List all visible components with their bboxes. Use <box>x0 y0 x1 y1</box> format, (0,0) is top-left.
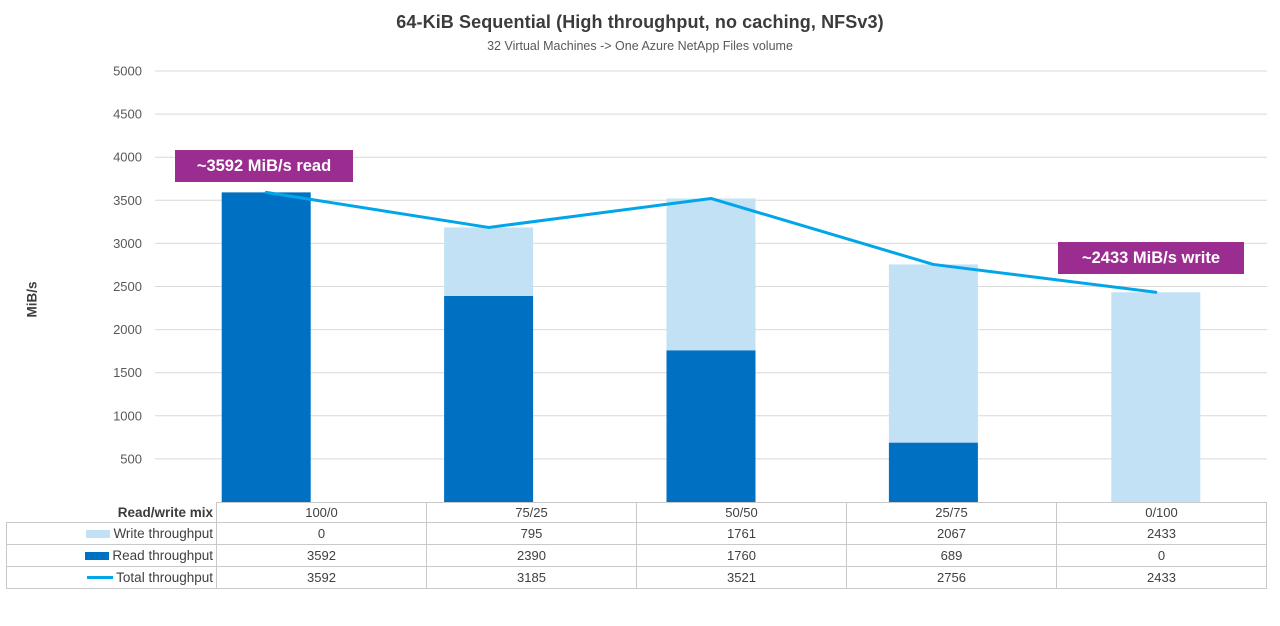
value-cell: 2433 <box>1056 566 1267 589</box>
series-label-cell: Read throughput <box>6 544 217 567</box>
write-peak-annotation: ~2433 MiB/s write <box>1058 242 1244 274</box>
bar-segment <box>444 295 534 502</box>
value-cell: 1761 <box>636 522 847 545</box>
bar-segment <box>888 264 978 443</box>
category-cell: 25/75 <box>846 502 1057 523</box>
bar-legend-swatch-icon <box>85 552 110 560</box>
series-row: Write throughput 0 795 1761 2067 2433 <box>6 522 1267 545</box>
y-tick-label: 2000 <box>113 322 142 337</box>
y-tick-label: 3500 <box>113 193 142 208</box>
value-cell: 2067 <box>846 522 1057 545</box>
total-line <box>264 190 1158 294</box>
series-row: Total throughput 3592 3185 3521 2756 2433 <box>6 566 1267 589</box>
plot-area: 500 1000 1500 2000 2500 3000 3500 4000 4500 5000 <box>113 64 1267 502</box>
series-label-cell: Write throughput <box>6 522 217 545</box>
bar-segment <box>1111 292 1201 502</box>
y-tick-label: 500 <box>120 451 142 466</box>
y-tick-label: 3000 <box>113 236 142 251</box>
series-row: Read throughput 3592 2390 1760 689 0 <box>6 544 1267 567</box>
value-cell: 2433 <box>1056 522 1267 545</box>
series-label-cell: Total throughput <box>6 566 217 589</box>
y-tick-label: 5000 <box>113 64 142 79</box>
value-cell: 3592 <box>216 566 427 589</box>
bar-segment <box>221 192 311 502</box>
bar-legend-swatch-icon <box>86 530 111 538</box>
y-tick-label: 1000 <box>113 408 142 423</box>
bar-segment <box>444 227 534 296</box>
line-legend-swatch-icon <box>87 576 114 579</box>
read-peak-annotation: ~3592 MiB/s read <box>175 150 353 182</box>
bar-segment <box>888 442 978 502</box>
category-cell: 50/50 <box>636 502 847 523</box>
bar-segment <box>666 350 756 502</box>
value-cell: 1760 <box>636 544 847 567</box>
chart-title: 64-KiB Sequential (High throughput, no c… <box>396 12 884 32</box>
y-tick-label: 1500 <box>113 365 142 380</box>
value-cell: 795 <box>426 522 637 545</box>
data-table: Read/write mix 100/0 75/25 50/50 25/75 0/100 W… <box>6 502 1267 589</box>
bar-segment <box>666 198 756 351</box>
value-cell: 2756 <box>846 566 1057 589</box>
table-header-row: Read/write mix 100/0 75/25 50/50 25/75 0/100 <box>6 502 1267 523</box>
category-cell: 75/25 <box>426 502 637 523</box>
value-cell: 0 <box>216 522 427 545</box>
value-cell: 3185 <box>426 566 637 589</box>
y-tick-label: 4500 <box>113 107 142 122</box>
chart-subtitle: 32 Virtual Machines -> One Azure NetApp … <box>487 39 793 53</box>
category-cell: 100/0 <box>216 502 427 523</box>
value-cell: 0 <box>1056 544 1267 567</box>
y-tick-label: 4000 <box>113 150 142 165</box>
value-cell: 2390 <box>426 544 637 567</box>
category-cell: 0/100 <box>1056 502 1267 523</box>
category-axis-label-cell: Read/write mix <box>6 502 217 523</box>
y-tick-label: 2500 <box>113 279 142 294</box>
value-cell: 3521 <box>636 566 847 589</box>
value-cell: 689 <box>846 544 1057 567</box>
value-cell: 3592 <box>216 544 427 567</box>
